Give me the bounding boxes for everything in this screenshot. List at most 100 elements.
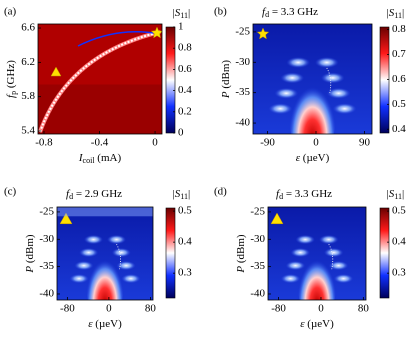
y-tick-label: 5.4 (21, 125, 35, 137)
colorbar (379, 26, 390, 134)
annotation-part: = 2.9 GHz (73, 188, 122, 200)
x-tick-label: -80 (271, 303, 286, 315)
y-axis-label-part: P (220, 91, 232, 99)
y-axis-label: P (dBm) (235, 234, 247, 274)
colorbar-tick-label: 0.2 (178, 105, 192, 117)
lobe (121, 273, 141, 284)
x-tick-label: 0 (313, 137, 319, 149)
annotation: fd = 3.3 GHz (262, 6, 318, 19)
x-tick-label: 80 (358, 303, 370, 315)
resonance (39, 31, 161, 133)
lobe (318, 234, 339, 245)
heatmap (253, 24, 372, 134)
y-tick-label: -30 (250, 233, 265, 245)
colorbar-label-part: 11 (394, 11, 402, 20)
y-axis-label: P (dBm) (220, 60, 232, 100)
x-axis-label-part: (mA) (95, 152, 122, 164)
colorbar-tick-label: 0.5 (178, 205, 192, 217)
colorbar-tick-label: 0.5 (392, 205, 406, 217)
lobe (295, 234, 316, 245)
lobe (286, 57, 311, 68)
heatmap (268, 207, 366, 300)
panel: (c) fd = 2.9 GHz -80 0 80 -40 -35 -30 -25 ε (µeV)… (4, 186, 192, 330)
colorbar-tick-label: 0.4 (392, 236, 406, 248)
colorbar-label: |S11| (172, 188, 190, 201)
plot-frame (56, 206, 154, 301)
y-tick-label: -40 (250, 288, 265, 300)
x-tick-label: -80 (60, 303, 75, 315)
y-tick-label: -25 (39, 205, 54, 217)
x-axis-label-part: (µeV) (300, 152, 330, 164)
x-tick-label: 0 (318, 303, 324, 315)
y-tick-label: -25 (250, 205, 265, 217)
x-axis-label-part: ε (88, 318, 93, 330)
y-tick-label: -40 (39, 288, 54, 300)
y-tick-label: -25 (235, 25, 250, 37)
y-tick-label: 5.8 (21, 90, 35, 102)
annotation: fd = 2.9 GHz (66, 188, 122, 201)
colorbar-label: |S11| (172, 7, 190, 20)
lobe (332, 103, 357, 115)
x-axis-label: ε (µeV) (300, 318, 334, 330)
y-tick-label: -35 (39, 260, 54, 272)
plot-frame (267, 206, 367, 301)
x-axis-label-part: ε (296, 152, 301, 164)
y-axis-label-part: p (9, 91, 18, 95)
hot-spot (85, 239, 125, 300)
panel-label: (a) (4, 6, 17, 18)
noise-band (57, 207, 153, 217)
colorbar-tick-label: 0.4 (178, 84, 192, 96)
lobe (333, 273, 354, 284)
colorbar-label: |S11| (386, 7, 404, 20)
trace (326, 67, 332, 94)
annotation-part: f (262, 6, 267, 18)
panel-label: (c) (4, 186, 17, 198)
colorbar-tick-label: 0.3 (178, 267, 192, 279)
y-tick-label: -35 (250, 260, 265, 272)
colorbar (165, 26, 176, 134)
colorbar-label-part: |S (172, 7, 181, 19)
trace (116, 243, 121, 270)
x-tick-label: -90 (260, 137, 275, 149)
y-axis-label-part: (dBm) (235, 234, 247, 266)
colorbar-tick-label: 0.4 (392, 123, 406, 135)
colorbar-label-part: 11 (394, 192, 402, 201)
x-axis-label: ε (µeV) (88, 318, 122, 330)
triangle-marker (270, 212, 284, 225)
colorbar-tick-label: 0.4 (178, 236, 192, 248)
y-tick-label: -40 (235, 117, 250, 129)
x-tick-label: 0 (106, 303, 112, 315)
colorbar-label-part: | (402, 188, 404, 200)
y-tick-label: -30 (39, 233, 54, 245)
y-axis-label-part: (dBm) (220, 60, 232, 92)
star-marker (256, 27, 270, 40)
x-tick-label: -0.8 (35, 137, 53, 149)
colorbar-label-part: |S (386, 188, 395, 200)
y-axis-label-part: P (24, 266, 36, 274)
colorbar-label-part: | (402, 7, 404, 19)
x-axis-label-part: coil (83, 156, 96, 165)
y-tick-label: -35 (235, 86, 250, 98)
colorbar-tick-label: 1 (178, 21, 184, 33)
y-axis-label-part: P (235, 266, 247, 274)
colorbar-tick-label: 0.6 (178, 63, 192, 75)
y-tick-label: 6.2 (21, 56, 35, 68)
panel: (b) fd = 3.3 GHz -90 0 90 -40 -35 -30 -25 ε (µeV)… (214, 6, 406, 164)
panel: (a) -0.8 -0.4 0 5.4 5.8 6.2 6.6 Icoil (mA) fp (GH… (4, 6, 192, 165)
colorbar-label-part: 11 (180, 11, 188, 20)
heatmap (57, 207, 153, 300)
x-axis-label-part: (µeV) (93, 318, 123, 330)
colorbar-label-part: | (188, 7, 190, 19)
trace (328, 243, 334, 270)
x-axis-label: ε (µeV) (296, 152, 330, 164)
annotation-part: = 3.3 GHz (269, 6, 318, 18)
colorbar-label-part: |S (172, 188, 181, 200)
colorbar-label-part: |S (386, 7, 395, 19)
x-tick-label: 80 (145, 303, 157, 315)
y-axis-label: fp (GHz) (5, 60, 18, 98)
colorbar-tick-label: 0.8 (178, 42, 192, 54)
annotation-part: = 3.3 GHz (283, 188, 332, 200)
heatmap (38, 24, 162, 134)
x-tick-label: -0.4 (91, 137, 109, 149)
